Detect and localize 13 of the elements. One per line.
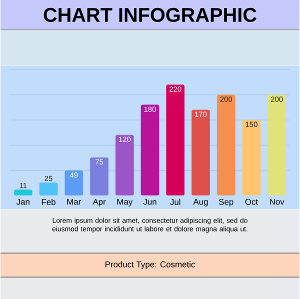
x-tick-label: Feb: [42, 198, 56, 206]
x-tick-label: Nov: [270, 198, 284, 205]
x-tick-label: Oct: [245, 198, 258, 205]
x-tick-label: Sep: [218, 198, 234, 206]
x-tick-label: Aug: [193, 198, 208, 206]
x-tick-label: May: [117, 198, 133, 206]
x-tick-label: Mar: [67, 198, 82, 205]
chart-title: CHART INFOGRAPHIC: [44, 8, 256, 22]
x-tick-label: Jun: [143, 198, 156, 205]
x-tick-label: Apr: [92, 198, 106, 206]
x-tick-label: Jul: [170, 198, 180, 206]
text: Product Type: Cosmetic: [106, 261, 195, 270]
x-tick-label: Jan: [16, 198, 30, 205]
